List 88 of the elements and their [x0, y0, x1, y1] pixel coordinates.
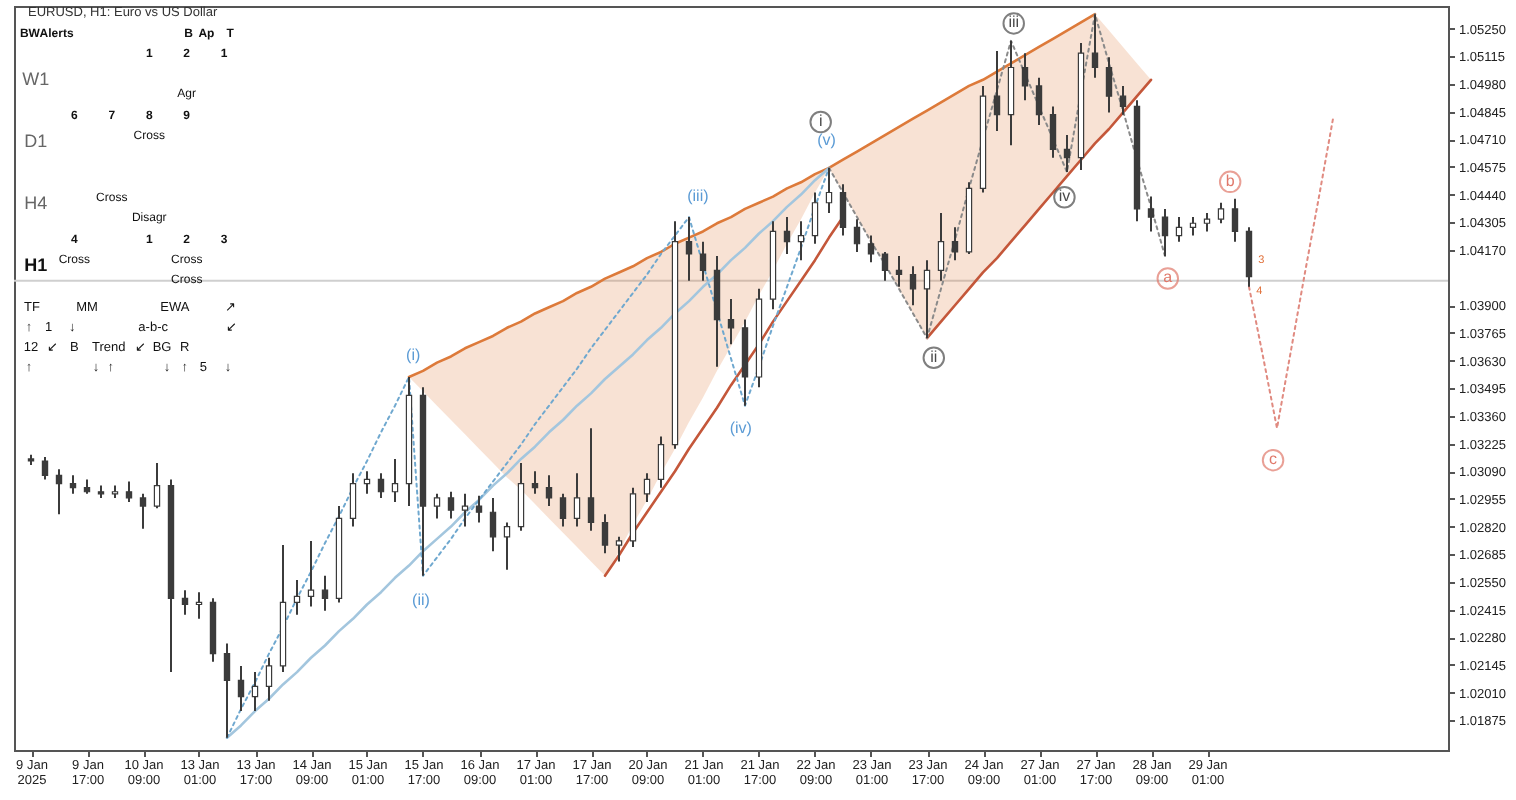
candlestick [1105, 56, 1113, 114]
candlestick [853, 218, 861, 253]
annotation: ii [930, 347, 938, 366]
annotation: (iv) [729, 419, 753, 438]
candlestick [195, 591, 203, 620]
annotation: H1 [24, 255, 48, 275]
candlestick [307, 539, 315, 608]
line-series [407, 12, 1097, 379]
candlestick [1147, 195, 1155, 233]
candlestick [1245, 226, 1253, 288]
candlestick [1035, 76, 1043, 126]
candlestick [223, 642, 231, 739]
candlestick [265, 656, 273, 702]
candlestick [783, 216, 791, 255]
candlestick [363, 470, 371, 495]
candlestick [1161, 207, 1169, 258]
candlestick [1217, 201, 1225, 225]
annotation: b [1225, 171, 1236, 190]
candlestick [685, 216, 693, 282]
candlestick [69, 474, 77, 495]
candlestick [475, 494, 483, 524]
candlestick [531, 470, 539, 495]
candlestick [867, 234, 875, 264]
annotation: (iii) [687, 187, 710, 206]
candlestick [349, 472, 357, 528]
candlestick [447, 490, 455, 520]
candlestick [1119, 84, 1127, 116]
candlestick [1189, 216, 1197, 237]
annotation: (i) [406, 345, 421, 364]
line-series [1248, 117, 1334, 430]
candlestick [1049, 105, 1057, 159]
annotation: c [1269, 450, 1278, 469]
candlestick [643, 472, 651, 503]
annotation: W1 [22, 69, 50, 89]
candlestick [517, 462, 525, 532]
annotation: D1 [24, 131, 48, 151]
candlestick [601, 513, 609, 555]
candlestick [1007, 39, 1015, 147]
candlestick [1231, 197, 1239, 243]
candlestick [573, 472, 581, 528]
candlestick [545, 474, 553, 508]
annotation: (ii) [412, 591, 431, 610]
candlestick [657, 435, 665, 489]
candlestick [881, 250, 889, 282]
candlestick [909, 265, 917, 307]
candlestick [377, 472, 385, 499]
candlestick [923, 259, 931, 340]
candlestick [503, 521, 511, 571]
candlestick [1063, 134, 1071, 174]
candlestick [951, 226, 959, 262]
candlestick [895, 255, 903, 288]
candlestick [825, 166, 833, 215]
candlestick [461, 492, 469, 528]
annotation: iii [1008, 13, 1020, 32]
candlestick [125, 480, 133, 503]
candlestick [1175, 216, 1183, 243]
candlestick [293, 578, 301, 616]
candlestick [181, 589, 189, 616]
candlestick [489, 496, 497, 553]
candlestick [321, 574, 329, 612]
candlestick [153, 462, 161, 510]
candlestick [727, 298, 735, 346]
candlestick [1091, 13, 1099, 79]
candlestick [139, 492, 147, 530]
annotation: iv [1058, 187, 1071, 206]
candlestick [587, 427, 595, 532]
annotation: H4 [24, 193, 48, 213]
candlestick [391, 457, 399, 503]
candlestick [559, 492, 567, 528]
candlestick [797, 220, 805, 262]
candlestick [1203, 212, 1211, 233]
annotation: a [1163, 268, 1174, 287]
candlestick [811, 191, 819, 245]
candlestick [615, 535, 623, 563]
candlestick [629, 486, 637, 549]
annotation: (v) [817, 131, 837, 150]
candlestick [937, 212, 945, 282]
candlestick [237, 664, 245, 713]
line-series [925, 78, 1153, 340]
candlestick [55, 468, 63, 516]
candlestick [433, 492, 441, 520]
candlestick [839, 183, 847, 237]
candlestick [993, 50, 1001, 133]
annotation: i [818, 111, 823, 130]
candlestick [699, 240, 707, 282]
candlestick [251, 671, 259, 713]
candlestick [1021, 52, 1029, 102]
candlestick [41, 455, 49, 481]
